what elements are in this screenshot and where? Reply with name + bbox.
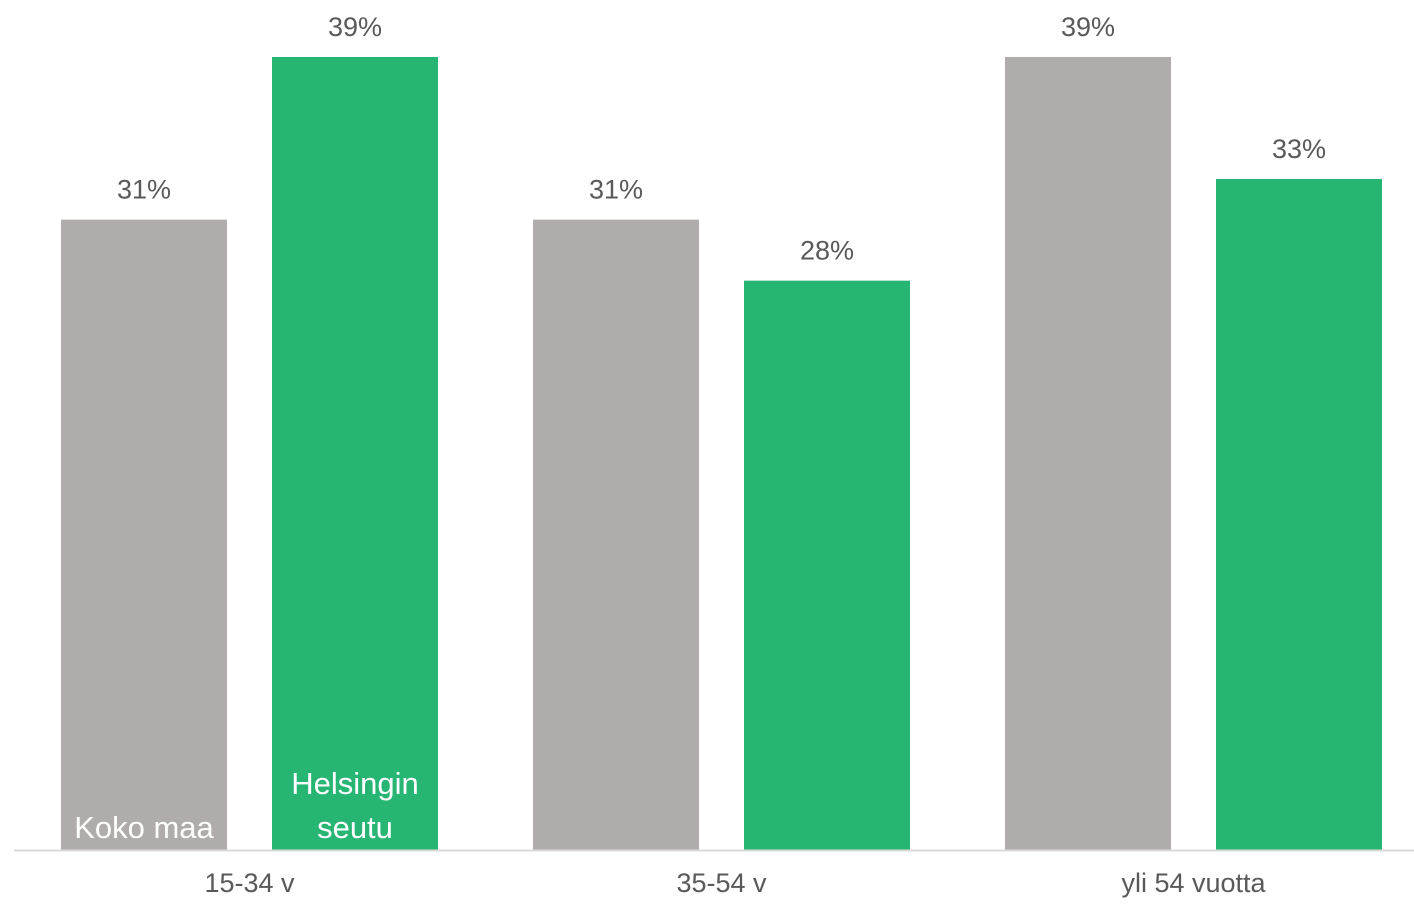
- bar-koko-maa-0: [61, 219, 227, 850]
- data-label-helsingin-seutu-0: 39%: [328, 12, 382, 42]
- value-labels-layer: 31% 39% 31% 28% 39% 33%: [117, 12, 1326, 266]
- bar-koko-maa-1: [533, 219, 699, 850]
- bar-koko-maa-2: [1005, 57, 1171, 850]
- data-label-helsingin-seutu-1: 28%: [800, 236, 854, 266]
- bar-helsingin-seutu-0: [272, 57, 438, 850]
- data-label-helsingin-seutu-2: 33%: [1272, 134, 1326, 164]
- data-label-koko-maa-0: 31%: [117, 175, 171, 205]
- data-label-koko-maa-2: 39%: [1061, 12, 1115, 42]
- x-tick-label-1: 35-54 v: [676, 868, 767, 898]
- data-label-koko-maa-1: 31%: [589, 175, 643, 205]
- bars-layer: [61, 57, 1382, 851]
- series-label-helsingin-seutu-line-0: Helsingin: [291, 766, 419, 801]
- x-axis-tick-labels: 15-34 v 35-54 v yli 54 vuotta: [204, 868, 1266, 898]
- series-label-koko-maa-line-0: Koko maa: [74, 810, 214, 845]
- series-name-labels: Koko maa Helsingin seutu: [74, 766, 419, 845]
- bar-helsingin-seutu-2: [1216, 179, 1382, 850]
- x-tick-label-0: 15-34 v: [204, 868, 295, 898]
- bar-helsingin-seutu-1: [744, 280, 910, 851]
- series-label-helsingin-seutu-line-1: seutu: [317, 810, 393, 845]
- x-tick-label-2: yli 54 vuotta: [1121, 868, 1266, 898]
